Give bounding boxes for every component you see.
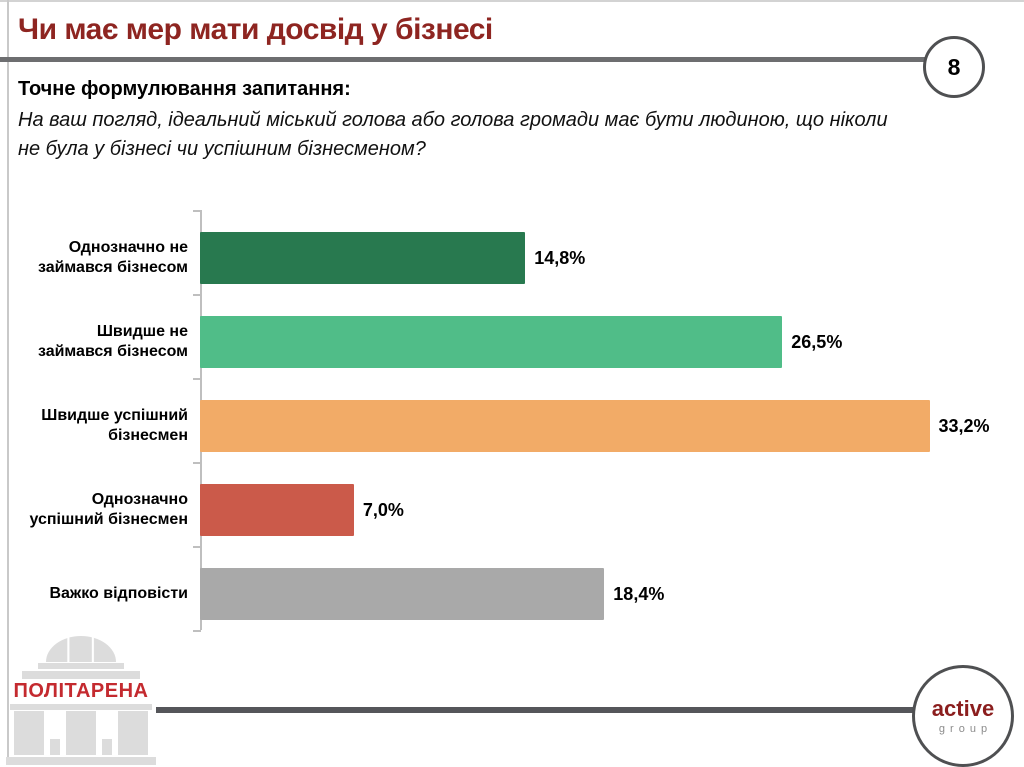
politarena-dome-icon — [46, 636, 116, 662]
chart-row: Швидше не займався бізнесом 26,5% — [0, 300, 1024, 384]
bar-chart: Однозначно не займався бізнесом 14,8% Швид… — [0, 216, 1024, 636]
axis-tick — [193, 546, 201, 548]
page-number: 8 — [947, 53, 961, 80]
column-icon — [14, 711, 44, 755]
chart-row: Важко відповісти 18,4% — [0, 552, 1024, 636]
politarena-colonnade-icon — [14, 711, 148, 755]
category-label: Однозначно не займався бізнесом — [37, 239, 188, 276]
bar — [200, 484, 354, 536]
column-gap — [99, 711, 115, 755]
active-group-subtext: group — [938, 722, 993, 735]
column-icon — [118, 711, 148, 755]
footer-divider — [156, 707, 916, 713]
header-divider — [0, 57, 927, 62]
category-label: Швидше не займався бізнесом — [37, 323, 188, 360]
bar-track: 14,8% — [200, 232, 1024, 284]
category-label: Важко відповісти — [49, 585, 188, 602]
door-icon — [50, 739, 60, 755]
chart-row: Однозначно не займався бізнесом 14,8% — [0, 216, 1024, 300]
slide-left-border — [7, 0, 9, 761]
question-text: На ваш погляд, ідеальний міський голова … — [18, 109, 888, 160]
bar-track: 18,4% — [200, 568, 1024, 620]
value-label: 26,5% — [791, 331, 843, 352]
slide-top-border — [0, 0, 1024, 2]
category-label: Швидше успішний бізнесмен — [41, 407, 188, 444]
axis-tick — [193, 630, 201, 632]
page-number-badge: 8 — [923, 36, 985, 98]
value-label: 18,4% — [613, 583, 665, 604]
bar-track: 33,2% — [200, 400, 1024, 452]
politarena-base — [6, 757, 156, 765]
question-label: Точне формулювання запитання: — [18, 78, 351, 100]
bar-track: 7,0% — [200, 484, 1024, 536]
bar — [200, 568, 605, 620]
column-gap — [47, 711, 63, 755]
axis-tick — [193, 294, 201, 296]
bar — [200, 400, 930, 452]
politarena-wordmark: ПОЛІТАРЕНА — [13, 680, 149, 702]
bar-track: 26,5% — [200, 316, 1024, 368]
politarena-entablature — [38, 663, 124, 669]
category-label: Однозначно успішний бізнесмен — [29, 491, 188, 528]
bar — [200, 232, 526, 284]
chart-row: Однозначно успішний бізнесмен 7,0% — [0, 468, 1024, 552]
politarena-logo: ПОЛІТАРЕНА — [6, 636, 156, 765]
column-icon — [66, 711, 96, 755]
axis-tick — [193, 378, 201, 380]
axis-tick — [193, 462, 201, 464]
politarena-architrave — [22, 671, 140, 679]
politarena-cornice — [10, 704, 152, 710]
axis-tick — [193, 210, 201, 212]
bar — [200, 316, 783, 368]
page-title: Чи має мер мати досвід у бізнесі — [18, 13, 493, 46]
chart-row: Швидше успішний бізнесмен 33,2% — [0, 384, 1024, 468]
value-label: 7,0% — [362, 499, 404, 520]
door-icon — [102, 739, 112, 755]
active-group-wordmark: active — [931, 695, 995, 721]
value-label: 33,2% — [938, 415, 990, 436]
active-group-logo: active group — [912, 665, 1014, 767]
value-label: 14,8% — [534, 247, 586, 268]
